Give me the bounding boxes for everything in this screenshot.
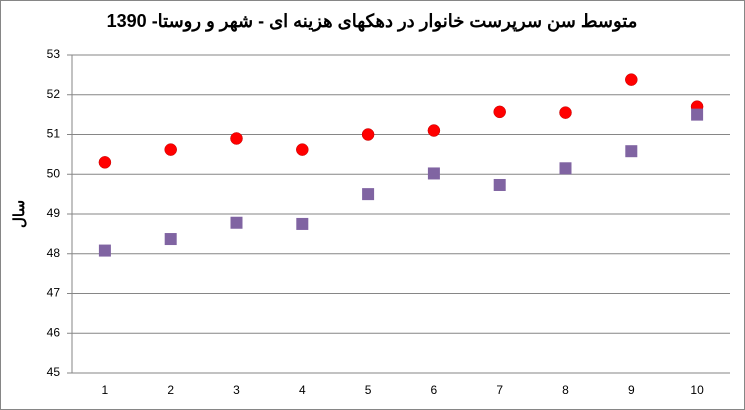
y-tick-label: 50 (47, 166, 61, 180)
x-tick-label: 6 (431, 383, 438, 397)
x-tick-label: 10 (690, 383, 704, 397)
marker (625, 145, 638, 158)
marker (427, 167, 440, 180)
marker (362, 188, 375, 201)
marker (691, 108, 704, 121)
marker (559, 162, 572, 175)
y-tick-label: 48 (47, 246, 61, 260)
marker (493, 178, 506, 191)
marker (164, 233, 177, 246)
marker (98, 156, 112, 169)
y-tick-label: 47 (47, 286, 61, 300)
y-tick-label: 46 (47, 325, 61, 339)
marker (296, 143, 309, 156)
chart-title: متوسط سن سرپرست خانوار در دهکهای هزینه ا… (107, 11, 638, 32)
y-tick-label: 51 (47, 127, 61, 141)
y-tick-label: 52 (47, 87, 61, 101)
x-tick-label: 8 (562, 383, 569, 397)
marker (427, 124, 441, 137)
x-tick-label: 7 (496, 383, 503, 397)
x-tick-label: 2 (167, 383, 174, 397)
marker (625, 73, 638, 86)
marker (296, 217, 309, 230)
x-tick-label: 1 (102, 383, 109, 397)
marker (230, 132, 243, 145)
marker (493, 105, 506, 119)
y-axis-label: سال (11, 200, 28, 228)
y-tick-label: 53 (47, 47, 61, 61)
y-tick-label: 49 (47, 206, 61, 220)
marker (361, 128, 375, 141)
marker (98, 244, 111, 257)
x-tick-label: 4 (299, 383, 306, 397)
marker (559, 106, 572, 119)
x-tick-label: 5 (365, 383, 372, 397)
marker (164, 143, 177, 156)
x-tick-label: 3 (233, 383, 240, 397)
x-tick-label: 9 (628, 383, 635, 397)
marker (230, 216, 243, 229)
y-tick-label: 45 (47, 365, 61, 379)
